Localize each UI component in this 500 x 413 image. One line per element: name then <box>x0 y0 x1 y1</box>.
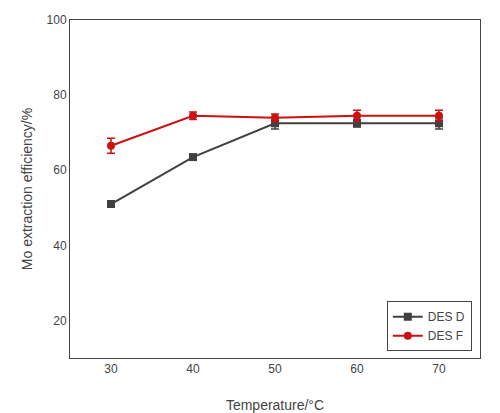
svg-text:40: 40 <box>186 362 200 376</box>
svg-text:Temperature/°C: Temperature/°C <box>226 397 324 413</box>
svg-text:80: 80 <box>53 88 67 102</box>
svg-text:Mo extraction efficiency/%: Mo extraction efficiency/% <box>19 108 35 270</box>
svg-text:DES F: DES F <box>428 329 463 343</box>
svg-text:50: 50 <box>268 362 282 376</box>
svg-text:40: 40 <box>53 239 67 253</box>
svg-text:100: 100 <box>47 13 67 27</box>
svg-text:70: 70 <box>432 362 446 376</box>
svg-text:20: 20 <box>53 314 67 328</box>
svg-text:60: 60 <box>350 362 364 376</box>
svg-text:30: 30 <box>104 362 118 376</box>
svg-text:60: 60 <box>53 163 67 177</box>
svg-text:DES D: DES D <box>428 310 465 324</box>
